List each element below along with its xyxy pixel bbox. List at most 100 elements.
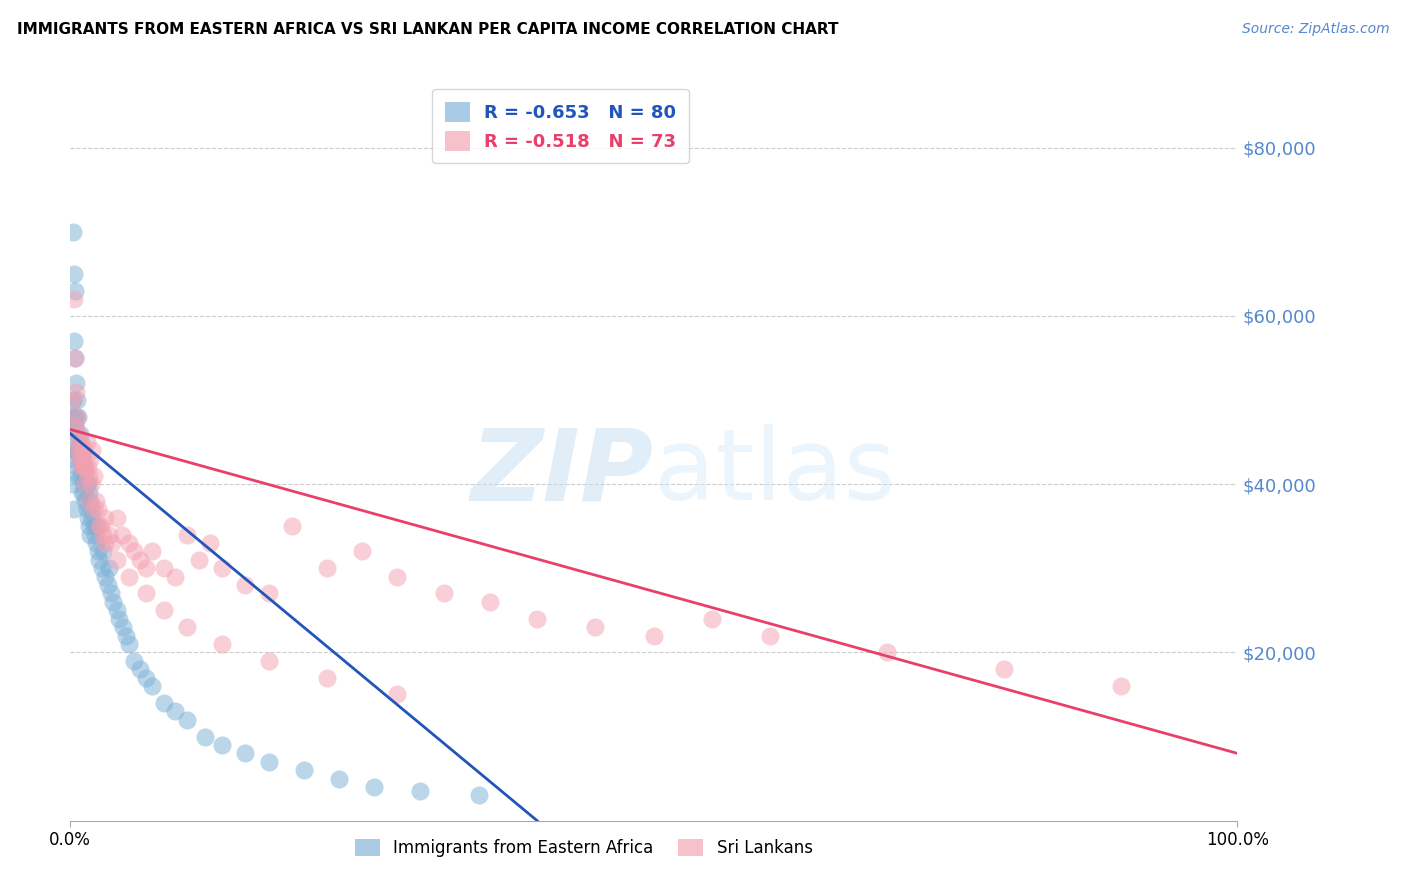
Point xyxy=(72,460,94,475)
Point xyxy=(67,443,90,458)
Point xyxy=(702,612,724,626)
Point xyxy=(79,451,101,466)
Point xyxy=(70,460,93,475)
Point xyxy=(80,502,103,516)
Point xyxy=(66,443,89,458)
Point xyxy=(211,738,233,752)
Point xyxy=(62,502,84,516)
Point xyxy=(76,477,98,491)
Point xyxy=(75,494,97,508)
Point xyxy=(76,510,98,524)
Point xyxy=(200,536,222,550)
Point xyxy=(103,595,125,609)
Point xyxy=(118,536,141,550)
Point xyxy=(108,612,131,626)
Text: ZIP: ZIP xyxy=(471,425,654,521)
Point xyxy=(385,569,408,583)
Point xyxy=(152,696,174,710)
Point xyxy=(62,292,84,306)
Point xyxy=(193,730,215,744)
Point xyxy=(409,784,432,798)
Point xyxy=(316,671,339,685)
Point xyxy=(84,494,107,508)
Point xyxy=(89,519,111,533)
Point xyxy=(69,426,91,441)
Point xyxy=(83,519,105,533)
Point xyxy=(83,468,105,483)
Point xyxy=(66,392,89,407)
Point xyxy=(135,586,157,600)
Point xyxy=(176,713,198,727)
Point xyxy=(124,654,146,668)
Point xyxy=(84,536,107,550)
Point xyxy=(80,477,103,491)
Point xyxy=(105,510,128,524)
Point xyxy=(75,460,97,475)
Point xyxy=(105,603,128,617)
Point xyxy=(328,772,350,786)
Point xyxy=(643,628,665,642)
Point xyxy=(63,418,86,433)
Point xyxy=(70,451,93,466)
Point xyxy=(187,553,209,567)
Point xyxy=(69,435,91,450)
Point xyxy=(176,620,198,634)
Point xyxy=(70,460,93,475)
Point xyxy=(124,544,146,558)
Point xyxy=(77,494,100,508)
Point xyxy=(83,527,105,541)
Point xyxy=(67,409,90,424)
Point xyxy=(76,477,98,491)
Point xyxy=(87,544,110,558)
Point xyxy=(62,225,84,239)
Point xyxy=(165,569,187,583)
Point xyxy=(82,510,104,524)
Point xyxy=(94,569,117,583)
Point xyxy=(211,561,233,575)
Point xyxy=(62,392,84,407)
Point xyxy=(993,662,1015,676)
Point xyxy=(135,671,157,685)
Point xyxy=(118,569,141,583)
Point xyxy=(62,334,84,348)
Point xyxy=(67,426,90,441)
Point xyxy=(63,351,86,365)
Point xyxy=(363,780,385,794)
Point xyxy=(479,595,502,609)
Point xyxy=(101,536,124,550)
Point xyxy=(97,578,120,592)
Point xyxy=(79,527,101,541)
Point xyxy=(257,586,280,600)
Point xyxy=(94,536,117,550)
Point xyxy=(97,561,120,575)
Text: IMMIGRANTS FROM EASTERN AFRICA VS SRI LANKAN PER CAPITA INCOME CORRELATION CHART: IMMIGRANTS FROM EASTERN AFRICA VS SRI LA… xyxy=(17,22,838,37)
Point xyxy=(77,485,100,500)
Point xyxy=(385,688,408,702)
Point xyxy=(69,468,91,483)
Point xyxy=(65,376,87,391)
Point xyxy=(66,426,89,441)
Point xyxy=(63,351,86,365)
Point xyxy=(292,763,315,777)
Point xyxy=(65,409,87,424)
Point xyxy=(65,443,87,458)
Point xyxy=(72,451,94,466)
Point xyxy=(60,451,83,466)
Point xyxy=(62,267,84,281)
Point xyxy=(316,561,339,575)
Point xyxy=(73,460,96,475)
Point xyxy=(77,519,100,533)
Point xyxy=(467,789,491,803)
Point xyxy=(62,392,84,407)
Point xyxy=(62,477,84,491)
Point xyxy=(69,443,91,458)
Point xyxy=(67,468,90,483)
Point xyxy=(129,553,152,567)
Point xyxy=(83,502,105,516)
Point xyxy=(60,409,83,424)
Point xyxy=(257,755,280,769)
Point xyxy=(69,451,91,466)
Point xyxy=(70,485,93,500)
Point xyxy=(70,443,93,458)
Point xyxy=(1109,679,1132,693)
